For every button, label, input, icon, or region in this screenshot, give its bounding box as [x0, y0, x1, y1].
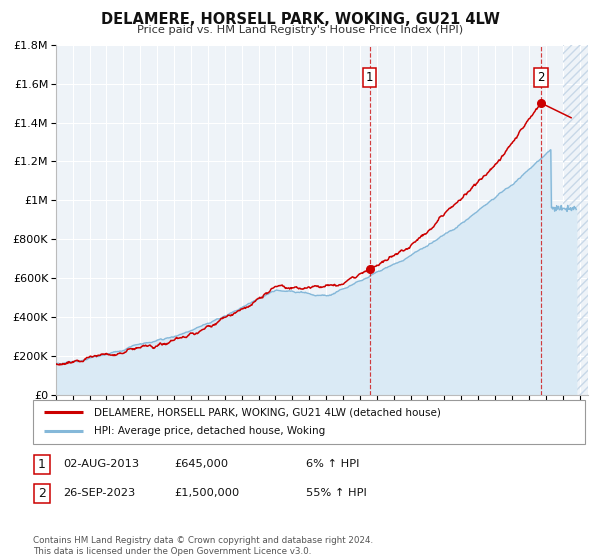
- Text: DELAMERE, HORSELL PARK, WOKING, GU21 4LW: DELAMERE, HORSELL PARK, WOKING, GU21 4LW: [101, 12, 499, 27]
- Text: 55% ↑ HPI: 55% ↑ HPI: [306, 488, 367, 498]
- Text: 1: 1: [38, 458, 46, 471]
- Text: 2: 2: [538, 71, 545, 85]
- Text: 2: 2: [38, 487, 46, 500]
- Text: DELAMERE, HORSELL PARK, WOKING, GU21 4LW (detached house): DELAMERE, HORSELL PARK, WOKING, GU21 4LW…: [94, 407, 440, 417]
- FancyBboxPatch shape: [34, 484, 50, 503]
- Text: £645,000: £645,000: [174, 459, 228, 469]
- FancyBboxPatch shape: [34, 455, 50, 474]
- Text: 26-SEP-2023: 26-SEP-2023: [63, 488, 135, 498]
- Text: 1: 1: [366, 71, 373, 85]
- Text: Contains HM Land Registry data © Crown copyright and database right 2024.
This d: Contains HM Land Registry data © Crown c…: [33, 536, 373, 556]
- Text: 6% ↑ HPI: 6% ↑ HPI: [306, 459, 359, 469]
- Text: Price paid vs. HM Land Registry's House Price Index (HPI): Price paid vs. HM Land Registry's House …: [137, 25, 463, 35]
- Text: HPI: Average price, detached house, Woking: HPI: Average price, detached house, Woki…: [94, 426, 325, 436]
- FancyBboxPatch shape: [33, 400, 585, 444]
- Text: £1,500,000: £1,500,000: [174, 488, 239, 498]
- Text: 02-AUG-2013: 02-AUG-2013: [63, 459, 139, 469]
